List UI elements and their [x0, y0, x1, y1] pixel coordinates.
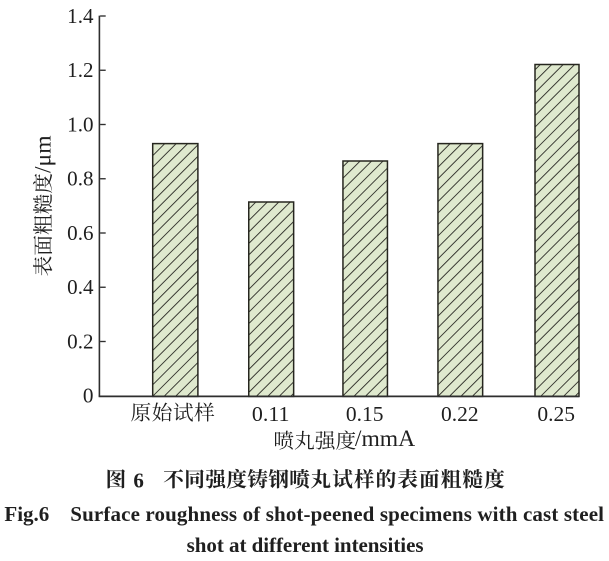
svg-text:/μm: /μm	[31, 135, 57, 173]
svg-text:shot at different intensities: shot at different intensities	[187, 533, 424, 557]
svg-text:0.2: 0.2	[67, 329, 93, 353]
svg-text:0: 0	[83, 384, 94, 408]
svg-text:0.4: 0.4	[67, 275, 94, 299]
svg-text:6: 6	[133, 468, 144, 492]
svg-text:0.8: 0.8	[67, 167, 93, 191]
svg-text:0.25: 0.25	[537, 402, 575, 426]
svg-text:0.22: 0.22	[441, 402, 479, 426]
svg-text:1.0: 1.0	[67, 112, 93, 136]
svg-text:0.11: 0.11	[252, 402, 290, 426]
svg-text:/mmA: /mmA	[355, 426, 415, 452]
svg-text:0.15: 0.15	[346, 402, 384, 426]
svg-text:Surface roughness of shot-peen: Surface roughness of shot-peened specime…	[70, 502, 604, 526]
svg-text:1.4: 1.4	[67, 4, 94, 28]
svg-text:1.2: 1.2	[67, 58, 93, 82]
svg-text:Fig.6: Fig.6	[4, 502, 49, 526]
svg-text:0.6: 0.6	[67, 221, 93, 245]
